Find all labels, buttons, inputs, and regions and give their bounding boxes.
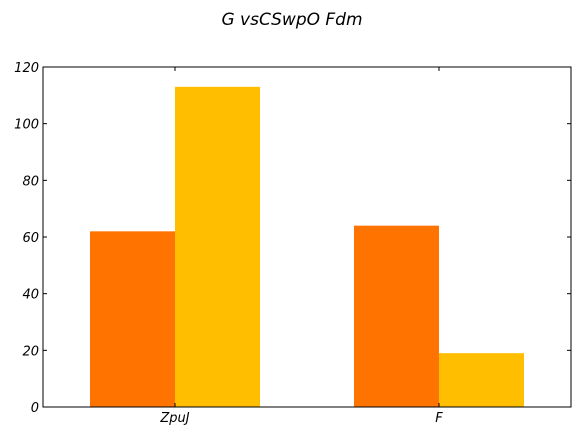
ticks-layer: ZpuJ F 0 20 40 60 80 100 120 — [14, 61, 571, 426]
x-tick-label: F — [435, 411, 443, 426]
bar-ZpuJ-series-1 — [90, 231, 175, 407]
x-tick-label: ZpuJ — [159, 411, 189, 426]
y-tick-label: 60 — [22, 231, 39, 246]
bar-ZpuJ-series-2 — [175, 86, 260, 407]
y-tick-label: 20 — [22, 344, 39, 359]
y-tick-label: 40 — [22, 288, 39, 303]
bar-F-series-1 — [354, 225, 439, 407]
bar-F-series-2 — [439, 353, 524, 407]
y-tick-label: 0 — [31, 401, 39, 416]
y-tick-label: 80 — [22, 174, 39, 189]
y-tick-label: 120 — [14, 61, 39, 76]
chart-title: G vsCSwpO Fdm — [221, 10, 363, 30]
bars-layer — [90, 86, 524, 407]
y-tick-label: 100 — [14, 118, 39, 133]
plot-frame — [42, 66, 572, 408]
